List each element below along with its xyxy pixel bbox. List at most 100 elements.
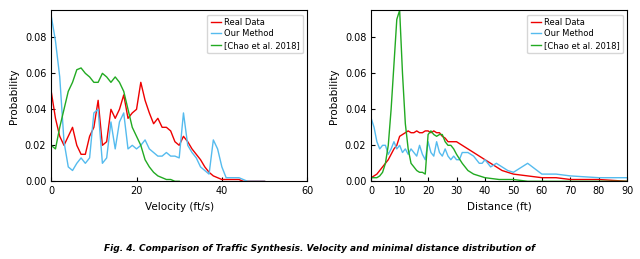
[Chao et al. 2018] — [56, 126, 63, 129]
[Chao et al. 2018] — [107, 81, 115, 84]
Line: Our Method: Our Method — [371, 118, 627, 178]
[Chao et al. 2018] — [65, 90, 72, 93]
Real Data — [116, 108, 124, 111]
[Chao et al. 2018] — [447, 144, 454, 147]
[Chao et al. 2018] — [132, 135, 140, 138]
[Chao et al. 2018] — [81, 72, 89, 75]
Our Method — [188, 151, 196, 154]
Text: Fig. 4. Comparison of Traffic Synthesis. Velocity and minimal distance distribut: Fig. 4. Comparison of Traffic Synthesis.… — [104, 244, 536, 253]
[Chao et al. 2018] — [393, 18, 401, 21]
Our Method — [257, 180, 264, 183]
Our Method — [111, 147, 119, 150]
Real Data — [47, 90, 55, 93]
[Chao et al. 2018] — [103, 75, 111, 78]
[Chao et al. 2018] — [424, 133, 432, 136]
[Chao et al. 2018] — [52, 147, 60, 150]
Our Method — [379, 144, 387, 147]
Line: Our Method: Our Method — [51, 16, 264, 181]
Our Method — [94, 108, 102, 111]
[Chao et al. 2018] — [476, 174, 483, 177]
[Chao et al. 2018] — [481, 176, 489, 179]
Real Data — [257, 180, 264, 183]
[Chao et al. 2018] — [99, 72, 106, 75]
Y-axis label: Probability: Probability — [10, 68, 19, 124]
Real Data — [193, 153, 200, 156]
Our Method — [260, 180, 268, 183]
[Chao et al. 2018] — [137, 144, 145, 147]
[Chao et al. 2018] — [390, 63, 398, 66]
Legend: Real Data, Our Method, [Chao et al. 2018]: Real Data, Our Method, [Chao et al. 2018… — [207, 15, 303, 53]
[Chao et al. 2018] — [171, 180, 179, 183]
[Chao et al. 2018] — [387, 108, 395, 111]
[Chao et al. 2018] — [442, 140, 449, 143]
Our Method — [201, 169, 209, 172]
Real Data — [94, 99, 102, 102]
Our Method — [244, 180, 252, 183]
[Chao et al. 2018] — [68, 81, 76, 84]
[Chao et al. 2018] — [163, 178, 170, 181]
[Chao et al. 2018] — [124, 108, 132, 111]
[Chao et al. 2018] — [438, 133, 446, 136]
[Chao et al. 2018] — [73, 68, 81, 71]
[Chao et al. 2018] — [495, 178, 503, 181]
Line: [Chao et al. 2018]: [Chao et al. 2018] — [371, 10, 627, 181]
[Chao et al. 2018] — [145, 165, 153, 168]
[Chao et al. 2018] — [385, 144, 392, 147]
[Chao et al. 2018] — [94, 81, 102, 84]
[Chao et al. 2018] — [370, 176, 378, 179]
Our Method — [538, 172, 546, 176]
[Chao et al. 2018] — [436, 133, 444, 136]
Y-axis label: Probability: Probability — [330, 68, 339, 124]
[Chao et al. 2018] — [129, 126, 136, 129]
[Chao et al. 2018] — [410, 165, 418, 168]
X-axis label: Distance (ft): Distance (ft) — [467, 202, 532, 212]
[Chao et al. 2018] — [381, 162, 389, 165]
Real Data — [404, 129, 412, 132]
Line: Real Data: Real Data — [371, 131, 627, 181]
[Chao et al. 2018] — [376, 174, 383, 177]
[Chao et al. 2018] — [77, 66, 85, 69]
Line: [Chao et al. 2018]: [Chao et al. 2018] — [51, 68, 179, 181]
[Chao et al. 2018] — [86, 75, 93, 78]
[Chao et al. 2018] — [421, 172, 429, 176]
Our Method — [436, 151, 444, 154]
X-axis label: Velocity (ft/s): Velocity (ft/s) — [145, 202, 214, 212]
Our Method — [47, 14, 55, 17]
[Chao et al. 2018] — [427, 129, 435, 132]
[Chao et al. 2018] — [433, 135, 440, 138]
Our Method — [419, 153, 426, 156]
[Chao et al. 2018] — [401, 122, 409, 125]
[Chao et al. 2018] — [566, 180, 574, 183]
Real Data — [239, 180, 247, 183]
Real Data — [464, 147, 472, 150]
[Chao et al. 2018] — [407, 162, 415, 165]
[Chao et al. 2018] — [404, 147, 412, 150]
[Chao et al. 2018] — [167, 178, 175, 181]
[Chao et al. 2018] — [416, 171, 424, 174]
Real Data — [623, 180, 631, 183]
Real Data — [379, 165, 387, 168]
[Chao et al. 2018] — [120, 90, 127, 93]
[Chao et al. 2018] — [444, 144, 452, 147]
[Chao et al. 2018] — [367, 176, 375, 179]
Our Method — [456, 158, 463, 161]
[Chao et al. 2018] — [538, 180, 546, 183]
[Chao et al. 2018] — [450, 147, 458, 150]
[Chao et al. 2018] — [430, 133, 438, 136]
Real Data — [438, 135, 446, 138]
[Chao et al. 2018] — [116, 81, 124, 84]
[Chao et al. 2018] — [399, 72, 406, 75]
[Chao et al. 2018] — [150, 171, 157, 174]
Real Data — [458, 144, 466, 147]
Our Method — [595, 176, 603, 179]
Real Data — [205, 171, 213, 174]
[Chao et al. 2018] — [509, 178, 517, 181]
[Chao et al. 2018] — [458, 162, 466, 165]
[Chao et al. 2018] — [623, 180, 631, 183]
Legend: Real Data, Our Method, [Chao et al. 2018]: Real Data, Our Method, [Chao et al. 2018… — [527, 15, 623, 53]
[Chao et al. 2018] — [379, 171, 387, 174]
[Chao et al. 2018] — [419, 171, 426, 174]
Real Data — [111, 117, 119, 120]
[Chao et al. 2018] — [524, 180, 531, 183]
[Chao et al. 2018] — [452, 153, 460, 156]
